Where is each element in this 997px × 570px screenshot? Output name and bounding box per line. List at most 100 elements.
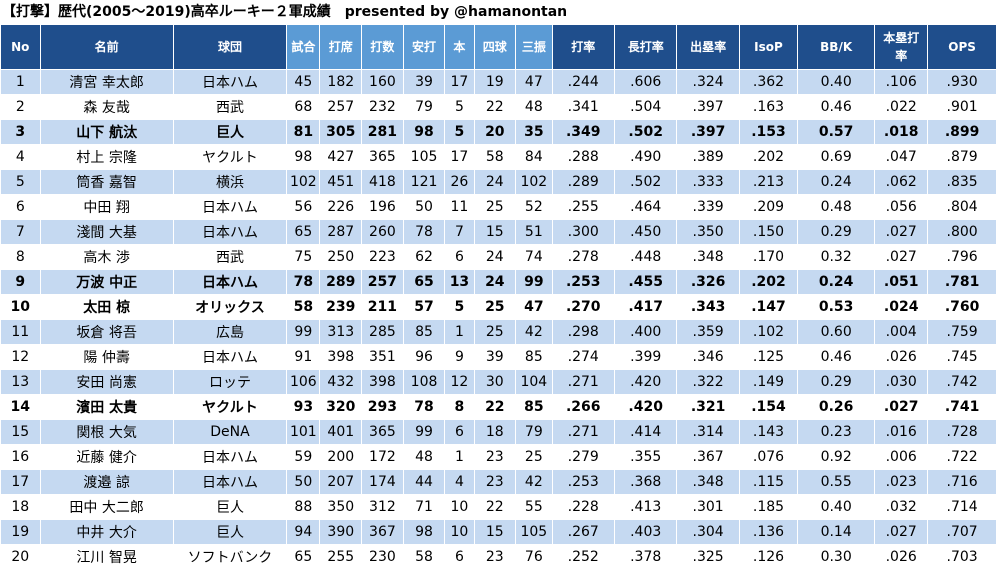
cell-slg: .504 xyxy=(613,94,678,120)
table-row: 9 万波 中正 日本ハム 78 289 257 65 13 24 99.253.455.326.2… xyxy=(0,269,997,295)
cell-slg: .368 xyxy=(613,469,678,495)
cell-ab: 365 xyxy=(361,419,404,445)
cell-hits: 85 xyxy=(402,319,446,345)
cell-games: 56 xyxy=(286,194,321,220)
cell-hr: 6 xyxy=(444,419,475,445)
cell-no: 17 xyxy=(0,469,41,495)
cell-hr: 13 xyxy=(444,269,475,295)
cell-games: 101 xyxy=(286,419,321,445)
cell-so: 48 xyxy=(515,94,553,120)
cell-name: 森 友哉 xyxy=(39,94,174,120)
cell-name: 坂倉 将吾 xyxy=(39,319,174,345)
cell-team: 広島 xyxy=(172,319,288,345)
cell-games: 75 xyxy=(286,244,321,270)
cell-so: 85 xyxy=(515,344,553,370)
table-row: 16 近藤 健介 日本ハム 59 200 172 48 1 23 25.279.355.367.0… xyxy=(0,444,997,470)
cell-hits: 99 xyxy=(402,419,446,445)
cell-name: 太田 椋 xyxy=(39,294,174,320)
cell-games: 59 xyxy=(286,444,321,470)
cell-bbk: 0.40 xyxy=(797,69,876,95)
cell-ops: .899 xyxy=(927,119,997,145)
cell-isop: .136 xyxy=(738,519,799,545)
cell-slg: .403 xyxy=(613,519,678,545)
cell-games: 58 xyxy=(286,294,321,320)
cell-hits: 71 xyxy=(402,494,446,520)
cell-slg: .417 xyxy=(613,294,678,320)
cell-team: 巨人 xyxy=(172,494,288,520)
cell-avg: .271 xyxy=(551,369,615,395)
cell-obp: .301 xyxy=(676,494,740,520)
cell-so: 99 xyxy=(515,269,553,295)
cell-obp: .343 xyxy=(676,294,740,320)
cell-hits: 65 xyxy=(402,269,446,295)
cell-slg: .420 xyxy=(613,369,678,395)
header-col-name: 名前 xyxy=(39,24,174,70)
cell-obp: .314 xyxy=(676,419,740,445)
cell-name: 近藤 健介 xyxy=(39,444,174,470)
cell-team: 巨人 xyxy=(172,519,288,545)
cell-bbk: 0.48 xyxy=(797,194,876,220)
header-col-ab: 打数 xyxy=(361,24,404,70)
cell-bb: 39 xyxy=(473,344,517,370)
cell-so: 55 xyxy=(515,494,553,520)
cell-hr-rate: .006 xyxy=(874,444,929,470)
cell-hr-rate: .027 xyxy=(874,219,929,245)
cell-hits: 57 xyxy=(402,294,446,320)
cell-slg: .455 xyxy=(613,269,678,295)
cell-hr-rate: .106 xyxy=(874,69,929,95)
table-row: 5 筒香 嘉智 横浜 102 451 418 121 26 24 102.289.502.333.… xyxy=(0,169,997,195)
cell-team: 日本ハム xyxy=(172,69,288,95)
cell-team: 西武 xyxy=(172,94,288,120)
cell-isop: .153 xyxy=(738,119,799,145)
cell-isop: .102 xyxy=(738,319,799,345)
cell-no: 5 xyxy=(0,169,41,195)
table-row: 8 高木 渉西武 75 250 223 62 6 24 74.278.448.348.170 0.… xyxy=(0,244,997,270)
cell-obp: .321 xyxy=(676,394,740,420)
cell-bb: 18 xyxy=(473,419,517,445)
cell-hr-rate: .027 xyxy=(874,519,929,545)
cell-bbk: 0.32 xyxy=(797,244,876,270)
cell-hr-rate: .023 xyxy=(874,469,929,495)
cell-no: 6 xyxy=(0,194,41,220)
cell-ops: .800 xyxy=(927,219,997,245)
cell-so: 79 xyxy=(515,419,553,445)
cell-games: 45 xyxy=(286,69,321,95)
cell-bbk: 0.24 xyxy=(797,269,876,295)
cell-hits: 50 xyxy=(402,194,446,220)
cell-hr-rate: .027 xyxy=(874,394,929,420)
cell-hr: 10 xyxy=(444,519,475,545)
cell-ops: .742 xyxy=(927,369,997,395)
cell-hr: 7 xyxy=(444,219,475,245)
cell-no: 12 xyxy=(0,344,41,370)
cell-no: 4 xyxy=(0,144,41,170)
cell-hits: 105 xyxy=(402,144,446,170)
table-row: 10 太田 椋オリックス 58 239 211 57 5 25 47.270.417.343.1… xyxy=(0,294,997,320)
cell-hr: 26 xyxy=(444,169,475,195)
cell-hr-rate: .026 xyxy=(874,544,929,570)
cell-team: 横浜 xyxy=(172,169,288,195)
cell-no: 11 xyxy=(0,319,41,345)
cell-games: 50 xyxy=(286,469,321,495)
cell-ab: 398 xyxy=(361,369,404,395)
cell-avg: .271 xyxy=(551,419,615,445)
cell-team: 日本ハム xyxy=(172,344,288,370)
cell-team: ヤクルト xyxy=(172,144,288,170)
cell-ab: 211 xyxy=(361,294,404,320)
cell-avg: .279 xyxy=(551,444,615,470)
cell-ab: 351 xyxy=(361,344,404,370)
cell-no: 13 xyxy=(0,369,41,395)
cell-isop: .126 xyxy=(738,544,799,570)
cell-pa: 207 xyxy=(319,469,363,495)
cell-hr-rate: .032 xyxy=(874,494,929,520)
table-row: 4 村上 宗隆 ヤクルト 98 427 365 105 17 58 84.288.490.389.… xyxy=(0,144,997,170)
cell-pa: 401 xyxy=(319,419,363,445)
cell-pa: 451 xyxy=(319,169,363,195)
cell-games: 68 xyxy=(286,94,321,120)
cell-so: 42 xyxy=(515,469,553,495)
cell-ops: .781 xyxy=(927,269,997,295)
cell-hr: 5 xyxy=(444,94,475,120)
cell-ops: .728 xyxy=(927,419,997,445)
cell-bbk: 0.69 xyxy=(797,144,876,170)
table-row: 3 山下 航汰 巨人 81 305 281 98 5 20 35.349.502.397.153 0… xyxy=(0,119,997,145)
table-row: 19 中井 大介 巨人 94 390 367 98 10 15 105.267.403.304.1… xyxy=(0,519,997,545)
